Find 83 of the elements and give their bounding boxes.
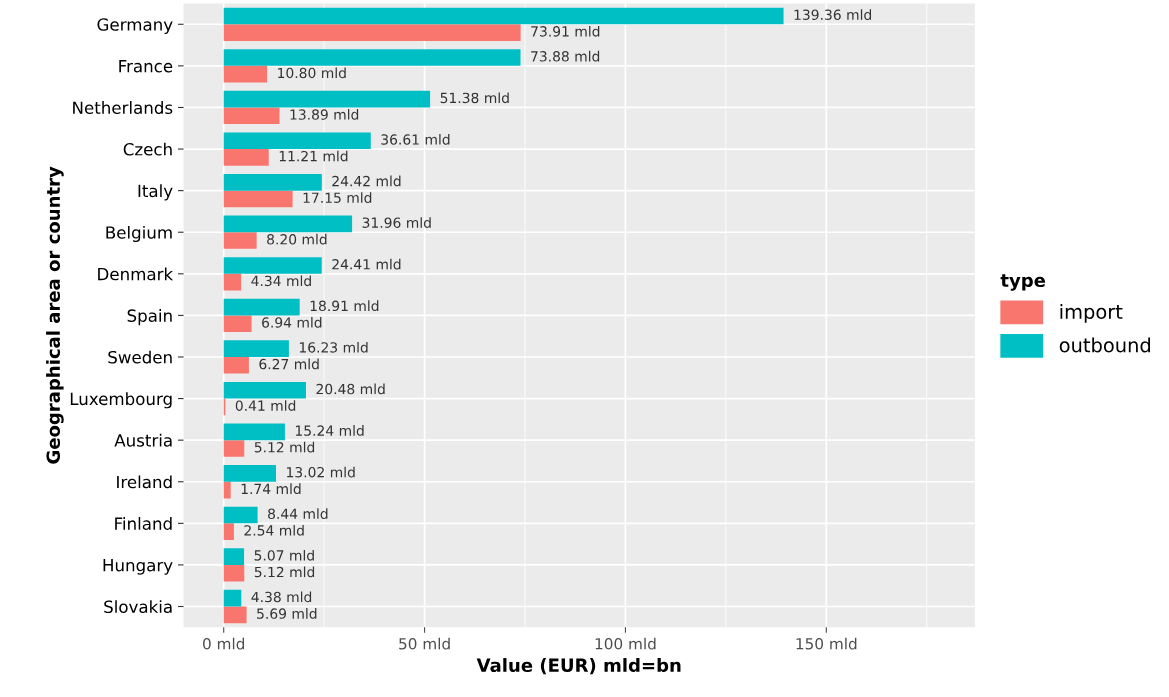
data-label: 20.48 mld bbox=[316, 383, 385, 395]
y-tick-label: Spain bbox=[127, 309, 172, 326]
y-tick-label: Hungary bbox=[103, 559, 173, 575]
y-tick-label: Germany bbox=[97, 18, 173, 35]
data-label: 17.15 mld bbox=[303, 192, 372, 203]
data-label: 8.44 mld bbox=[268, 508, 328, 520]
bar bbox=[223, 49, 521, 66]
data-label: 2.54 mld bbox=[244, 524, 304, 536]
bar bbox=[223, 381, 306, 399]
y-tick-label: Belgium bbox=[106, 225, 172, 243]
bar bbox=[223, 315, 252, 333]
data-label: 1.74 mld bbox=[241, 483, 301, 495]
data-label: 36.61 mld bbox=[381, 134, 450, 145]
y-tick-label: Ireland bbox=[117, 475, 172, 489]
y-tick-label: Luxembourg bbox=[70, 392, 172, 409]
data-label: 6.94 mld bbox=[262, 316, 322, 328]
bar bbox=[223, 65, 268, 83]
data-label: 139.36 mld bbox=[794, 9, 872, 20]
bar bbox=[223, 506, 258, 524]
y-tick-label: Netherlands bbox=[73, 101, 173, 115]
y-tick-label: Slovakia bbox=[104, 600, 172, 614]
bar bbox=[223, 149, 269, 166]
data-label: 0.41 mld bbox=[235, 400, 296, 411]
data-label: 6.27 mld bbox=[259, 358, 319, 370]
bar bbox=[223, 523, 234, 540]
y-tick-label: Finland bbox=[115, 517, 172, 530]
bar bbox=[223, 7, 784, 25]
data-label: 18.91 mld bbox=[310, 300, 379, 312]
bar bbox=[223, 273, 242, 291]
data-label: 4.34 mld bbox=[251, 275, 311, 287]
bar bbox=[223, 340, 289, 357]
y-tick-label: France bbox=[119, 60, 173, 73]
data-label: 13.89 mld bbox=[290, 109, 359, 120]
data-label: 11.21 mld bbox=[279, 150, 348, 162]
data-label: 5.69 mld bbox=[257, 608, 317, 619]
bar bbox=[223, 107, 280, 125]
y-tick-label: Austria bbox=[114, 433, 172, 447]
bar bbox=[223, 564, 245, 582]
data-label: 15.24 mld bbox=[295, 425, 364, 436]
x-tick-label: 50 mld bbox=[399, 637, 450, 650]
data-label: 16.23 mld bbox=[299, 341, 368, 353]
data-label: 73.91 mld bbox=[531, 25, 600, 37]
legend-title: type bbox=[1000, 274, 1046, 291]
data-label: 24.42 mld bbox=[332, 175, 401, 187]
data-label: 4.38 mld bbox=[251, 591, 312, 603]
bar bbox=[223, 481, 231, 499]
data-label: 8.20 mld bbox=[267, 233, 327, 245]
bar bbox=[223, 132, 371, 150]
data-label: 51.38 mld bbox=[440, 92, 509, 104]
y-axis-title: Geographical area or country bbox=[46, 166, 64, 464]
y-tick-label: Italy bbox=[138, 184, 173, 201]
bar bbox=[223, 190, 293, 208]
data-label: 73.88 mld bbox=[531, 50, 600, 62]
data-label: 31.96 mld bbox=[362, 217, 431, 228]
data-label: 24.41 mld bbox=[332, 258, 401, 270]
bar bbox=[223, 24, 521, 41]
x-tick-label: 150 mld bbox=[796, 637, 857, 650]
bar bbox=[223, 606, 247, 624]
bar bbox=[223, 465, 277, 482]
bar bbox=[223, 548, 245, 565]
x-tick-label: 100 mld bbox=[595, 637, 656, 650]
data-label: 5.12 mld bbox=[254, 441, 315, 453]
y-tick-label: Czech bbox=[123, 142, 172, 156]
data-label: 10.80 mld bbox=[278, 67, 346, 79]
bar bbox=[223, 90, 431, 108]
bar bbox=[223, 440, 245, 457]
y-tick-label: Denmark bbox=[98, 267, 174, 281]
data-label: 5.12 mld bbox=[254, 566, 315, 578]
bar bbox=[223, 173, 322, 191]
bar bbox=[223, 589, 242, 607]
bar bbox=[223, 356, 249, 374]
data-label: 13.02 mld bbox=[287, 466, 355, 478]
bar bbox=[223, 298, 300, 316]
x-tick-label: 0 mld bbox=[203, 637, 245, 650]
y-tick-label: Sweden bbox=[108, 350, 172, 364]
bar bbox=[223, 257, 322, 274]
legend-label: import bbox=[1060, 303, 1123, 323]
bar bbox=[223, 423, 285, 441]
bar bbox=[223, 232, 257, 249]
bar bbox=[223, 215, 353, 233]
x-axis-title: Value (EUR) mld=bn bbox=[476, 658, 681, 675]
data-label: 5.07 mld bbox=[254, 549, 314, 561]
legend-label: outbound bbox=[1059, 337, 1150, 353]
